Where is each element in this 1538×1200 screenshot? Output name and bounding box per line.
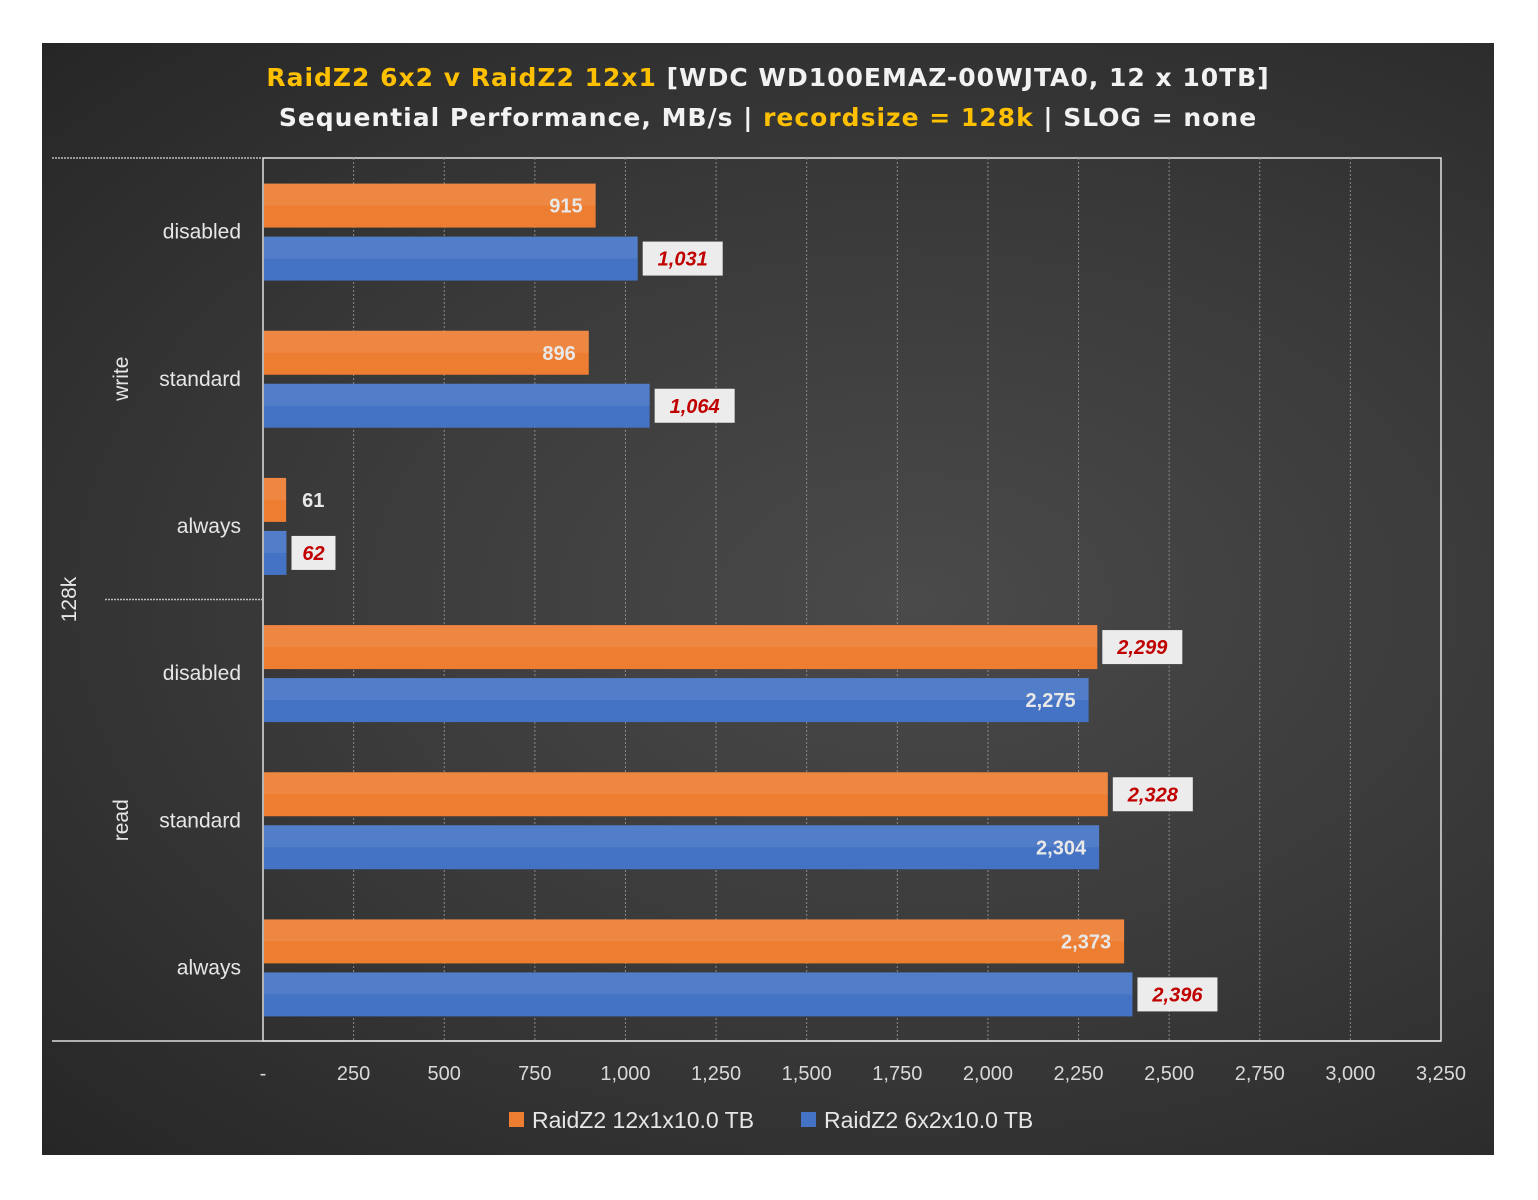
data-label-box [642,241,723,276]
bar-highlight [264,183,596,206]
data-label-box [1102,630,1183,665]
chart-title-line2: Sequential Performance, MB/s | recordsiz… [279,103,1257,132]
plot-area [262,157,1442,1042]
bar-orange [264,477,287,522]
bar-highlight [264,825,1100,848]
data-label: 1,031 [658,249,708,271]
bar-highlight [264,678,1089,701]
bar-orange [264,772,1108,817]
bar-blue [264,678,1089,723]
data-label: 2,373 [1061,931,1111,953]
bar-highlight [264,772,1108,795]
bar-blue [264,530,287,575]
outer-group-label: 128k [58,576,81,622]
bar-orange [264,919,1125,964]
chart-title-line1: RaidZ2 6x2 v RaidZ2 12x1 [WDC WD100EMAZ-… [266,63,1269,92]
bar-orange [264,183,596,228]
x-tick-label: 3,250 [1416,1063,1466,1085]
bar-orange [264,330,589,375]
bar-blue [264,825,1100,870]
legend-swatch [509,1112,524,1127]
bar-highlight [264,625,1098,648]
data-label: 2,328 [1127,784,1179,806]
x-tick-label: 3,000 [1325,1063,1375,1085]
bar-blue [264,383,650,428]
data-label-box [291,535,336,570]
legend-label: RaidZ2 12x1x10.0 TB [532,1107,754,1133]
bar-blue [264,236,638,281]
data-label-box [1137,977,1218,1012]
x-tick-label: 750 [518,1063,551,1085]
data-label: 896 [542,343,575,365]
data-label: 2,304 [1036,837,1087,859]
category-label: always [177,515,241,538]
chart-panel [42,43,1494,1155]
data-label: 2,275 [1026,690,1076,712]
data-label-box [654,388,735,423]
data-label: 2,299 [1116,637,1168,659]
legend-swatch [801,1112,816,1127]
group-label: write [110,357,133,402]
x-tick-label: 250 [337,1063,370,1085]
legend-label: RaidZ2 6x2x10.0 TB [824,1107,1033,1133]
data-label: 61 [302,490,324,512]
category-label: disabled [163,662,241,685]
category-label: always [177,956,241,979]
bar-highlight [264,530,287,553]
group-label: read [110,799,133,841]
category-label: standard [159,368,241,391]
category-label: disabled [163,221,241,244]
bar-highlight [264,330,589,353]
bar-orange [264,625,1098,670]
bar-highlight [264,919,1125,942]
x-tick-label: 1,000 [600,1063,650,1085]
x-tick-label: 1,500 [782,1063,832,1085]
x-tick-label: 2,000 [963,1063,1013,1085]
data-label: 62 [302,543,324,565]
x-tick-label: 2,250 [1054,1063,1104,1085]
category-label: standard [159,809,241,832]
x-tick-label: 500 [428,1063,461,1085]
data-label: 915 [549,196,582,218]
x-tick-label: - [260,1063,267,1085]
x-tick-label: 2,500 [1144,1063,1194,1085]
data-label: 2,396 [1151,984,1203,1006]
data-label: 1,064 [670,396,720,418]
bar-highlight [264,236,638,259]
x-tick-label: 2,750 [1235,1063,1285,1085]
bar-highlight [264,383,650,406]
bar-highlight [264,477,287,500]
bar-blue [264,972,1133,1017]
x-tick-label: 1,750 [872,1063,922,1085]
data-label-box [1112,777,1193,812]
x-tick-label: 1,250 [691,1063,741,1085]
bar-highlight [264,972,1133,995]
